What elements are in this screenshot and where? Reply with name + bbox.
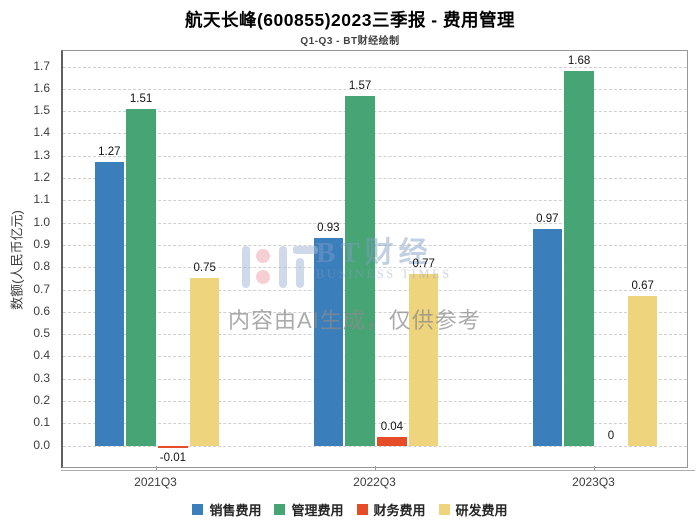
bar-value-label: 1.68 [567, 55, 591, 68]
bar-value-label: 1.27 [98, 146, 121, 159]
bar [313, 238, 344, 446]
bar-value-label: 1.51 [129, 92, 153, 105]
legend-label: 财务费用 [373, 503, 426, 518]
bar-value-label: 0.04 [380, 420, 404, 433]
x-tick [374, 466, 376, 470]
x-axis-line [61, 466, 695, 471]
y-tick-label: 1.7 [33, 58, 50, 73]
gridline [63, 311, 687, 313]
gridline [63, 66, 687, 68]
legend-swatch-icon [356, 504, 368, 515]
bar-value-label: 0.93 [317, 222, 340, 235]
bar [408, 273, 439, 446]
y-tick-label: 0.6 [33, 303, 50, 318]
plot-area: 1.27 0.93 0.97 1.51 1.57 1.68 -0.01 0.04 0 0.75 0.… [61, 50, 688, 468]
y-tick-label: 1.3 [33, 147, 50, 162]
chart-title: 航天长峰(600855)2023三季报 - 费用管理 [184, 10, 516, 30]
gridline [63, 445, 687, 447]
gridline [63, 378, 687, 380]
bar [126, 108, 156, 446]
bar-value-label: 1.57 [348, 79, 372, 92]
gridline [63, 289, 687, 291]
legend-item: 研发费用 [438, 500, 508, 519]
legend-item: 财务费用 [356, 500, 426, 519]
legend-item: 管理费用 [274, 500, 344, 519]
x-tick-label: 2022Q3 [353, 475, 396, 489]
chart-subtitle: Q1-Q3 - BT财经绘制 [300, 36, 400, 47]
y-tick-label: 0.8 [33, 259, 50, 274]
y-tick-label: 1.6 [33, 80, 50, 95]
legend-label: 管理费用 [291, 503, 344, 518]
bar-value-label: 0 [607, 429, 615, 442]
legend-label: 研发费用 [455, 503, 508, 518]
gridline [63, 356, 687, 358]
y-tick-label: 0.2 [33, 393, 50, 407]
bar [564, 71, 594, 446]
y-tick-label: 1.1 [33, 192, 50, 207]
gridline [63, 155, 687, 157]
bar [377, 436, 407, 446]
legend-swatch-icon [274, 504, 286, 515]
bar-value-label: -0.01 [159, 451, 186, 464]
x-tick-label: 2023Q3 [572, 475, 615, 489]
y-tick-label: 0.0 [33, 437, 50, 452]
y-tick-label: 1.2 [33, 170, 50, 185]
y-tick-label: 0.1 [33, 415, 50, 430]
chart-legend: 销售费用 管理费用 财务费用 研发费用 [0, 500, 700, 519]
y-tick-label: 0.9 [33, 236, 50, 251]
y-tick-label: 0.5 [33, 326, 50, 341]
legend-item: 销售费用 [192, 500, 261, 519]
gridline [63, 244, 687, 246]
legend-swatch-icon [192, 504, 204, 515]
bar-value-label: 0.77 [412, 257, 435, 270]
bar [345, 95, 375, 446]
bar-value-label: 0.67 [631, 280, 654, 293]
x-tick [155, 466, 157, 470]
gridline [63, 200, 687, 202]
y-tick-label: 1.4 [33, 125, 50, 140]
gridline [63, 423, 687, 425]
bar-value-label: 0.97 [536, 213, 559, 226]
gridline [63, 334, 687, 336]
gridline [63, 111, 687, 113]
x-tick [593, 466, 595, 470]
legend-swatch-icon [438, 504, 450, 515]
bar [158, 445, 188, 448]
bar [627, 296, 658, 446]
bar [189, 278, 220, 446]
y-tick-label: 0.4 [33, 348, 50, 363]
y-tick-label: 1.5 [33, 103, 50, 118]
legend-label: 销售费用 [209, 503, 262, 518]
x-tick-label: 2021Q3 [134, 475, 177, 489]
gridline [63, 88, 687, 90]
bar [532, 229, 563, 446]
gridline [63, 178, 687, 180]
y-tick-label: 0.3 [33, 370, 50, 385]
y-tick-label: 0.7 [33, 281, 50, 296]
gridline [63, 401, 687, 402]
bar [94, 162, 125, 446]
gridline [63, 222, 687, 224]
bar-value-label: 0.75 [193, 262, 216, 275]
gridline [63, 133, 687, 135]
gridline [63, 267, 687, 269]
y-tick-label: 1.0 [33, 214, 50, 229]
